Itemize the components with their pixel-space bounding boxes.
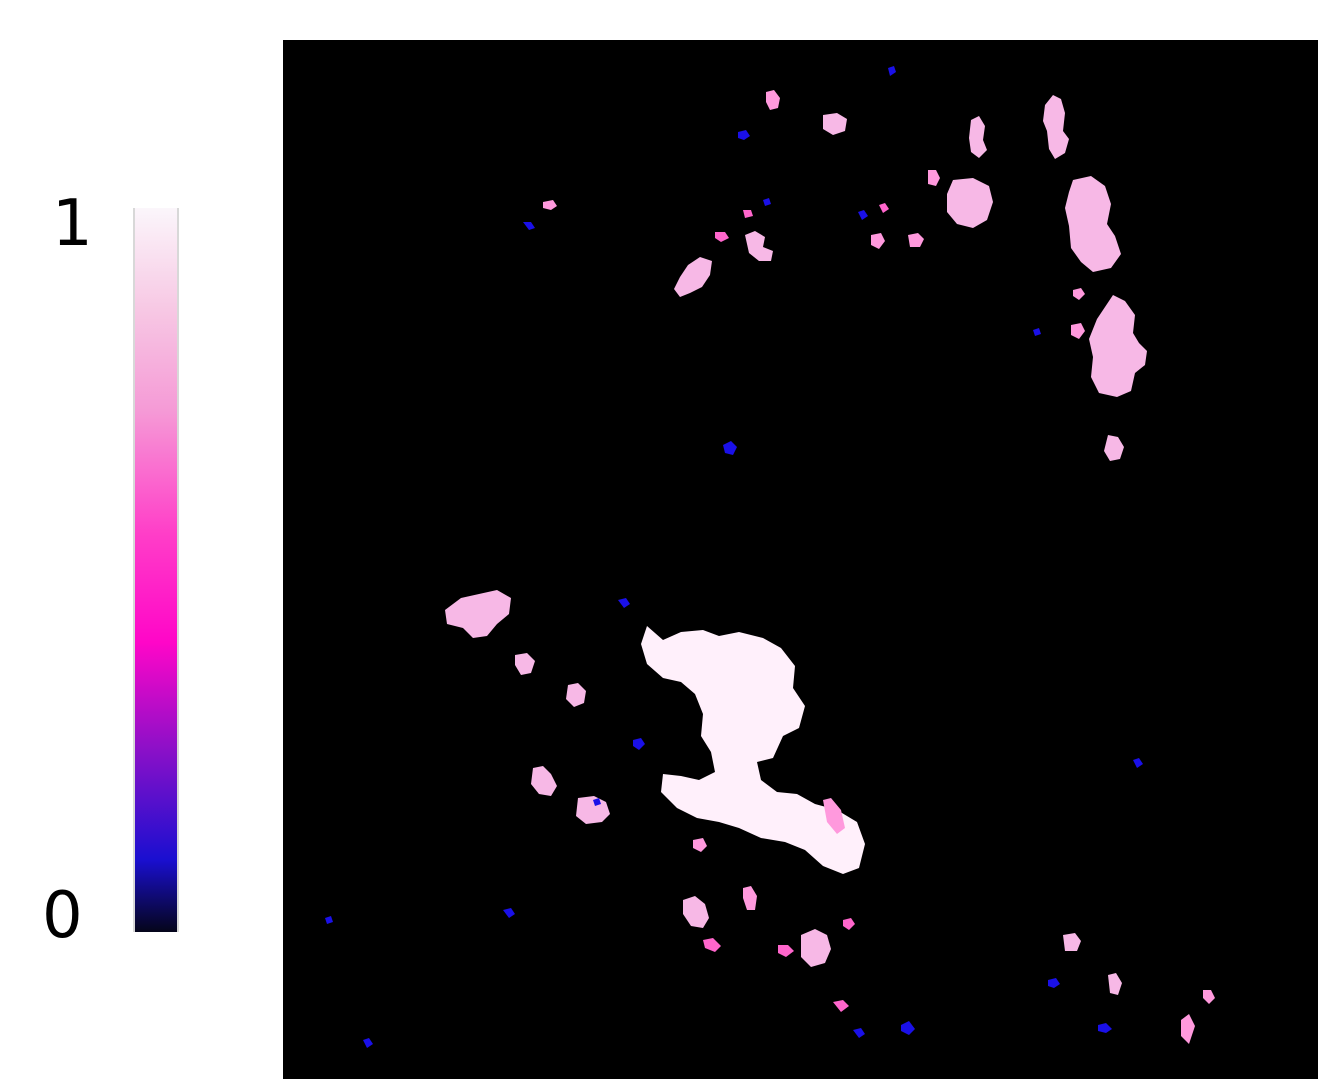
blob xyxy=(901,1021,915,1035)
blob xyxy=(823,113,847,135)
blob xyxy=(947,178,993,228)
heatmap-canvas xyxy=(283,40,1318,1079)
blob xyxy=(738,130,750,140)
blob xyxy=(766,90,780,110)
blob xyxy=(743,210,753,218)
colorbar-min-label: 0 xyxy=(42,879,83,953)
blob xyxy=(1033,328,1041,336)
blob xyxy=(531,766,557,796)
blob xyxy=(1098,1023,1112,1033)
heatmap-image xyxy=(283,40,1318,1079)
colorbar-max-label: 1 xyxy=(52,187,93,261)
blob xyxy=(1065,176,1121,272)
blob xyxy=(871,233,885,249)
blob xyxy=(1104,435,1124,461)
blob xyxy=(363,1038,373,1048)
blob xyxy=(723,441,737,455)
blob xyxy=(576,796,610,824)
blob xyxy=(1043,95,1069,159)
blob xyxy=(879,203,889,213)
blob xyxy=(1089,295,1147,397)
blob xyxy=(503,908,515,918)
blob xyxy=(1073,288,1085,300)
blob xyxy=(325,916,333,924)
colorbar: 1 0 xyxy=(0,0,260,1079)
blob xyxy=(1203,990,1215,1004)
blob xyxy=(928,170,940,186)
blob xyxy=(523,222,535,230)
blob xyxy=(888,66,896,76)
blob xyxy=(1108,973,1122,995)
blob xyxy=(641,626,865,874)
blob xyxy=(566,683,586,707)
blob-cluster-bottom xyxy=(325,590,1215,1048)
blob-cluster-top xyxy=(523,66,1147,461)
blob xyxy=(1133,758,1143,768)
blob xyxy=(969,116,987,158)
blob xyxy=(843,918,855,930)
blob xyxy=(543,200,557,210)
blob xyxy=(778,945,794,957)
blob xyxy=(1181,1014,1195,1044)
blob xyxy=(853,1028,865,1038)
blob xyxy=(801,929,831,967)
blob xyxy=(693,838,707,852)
blob xyxy=(715,232,729,242)
blob xyxy=(823,798,845,834)
blob xyxy=(618,598,630,608)
blob xyxy=(703,938,721,952)
blob xyxy=(858,210,868,220)
blob xyxy=(833,1000,849,1012)
blob xyxy=(593,798,601,806)
blob xyxy=(683,896,709,928)
blob xyxy=(674,257,712,297)
colorbar-gradient xyxy=(133,208,179,932)
blob xyxy=(515,653,535,675)
blob xyxy=(745,231,773,261)
blob xyxy=(1048,978,1060,988)
blob xyxy=(908,233,924,247)
blob xyxy=(1063,933,1081,951)
heatmap-background xyxy=(283,40,1318,1079)
blob xyxy=(763,198,771,206)
blob xyxy=(445,590,511,638)
blob xyxy=(633,738,645,750)
blob xyxy=(1071,323,1085,339)
blob xyxy=(743,886,757,910)
